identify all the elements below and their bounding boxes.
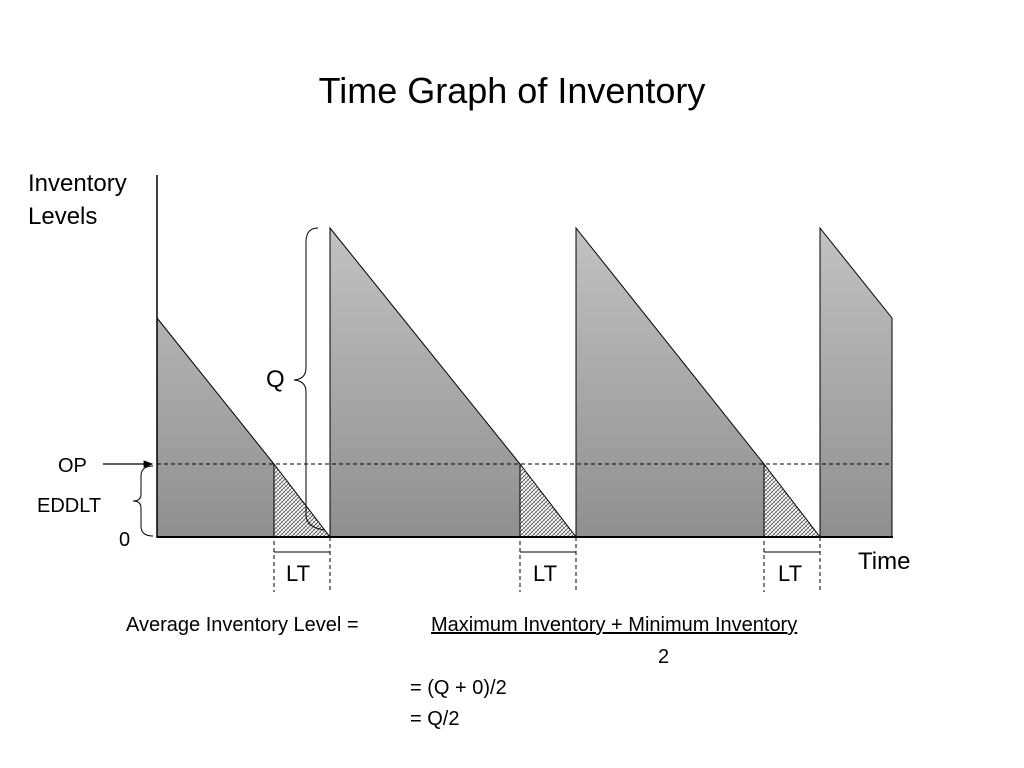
lead-time-label-2: LT xyxy=(533,561,557,586)
lead-time-markers xyxy=(273,464,821,592)
lead-time-label-1: LT xyxy=(286,561,310,586)
y-axis-label-line1: Inventory xyxy=(28,170,127,197)
diagram-title: Time Graph of Inventory xyxy=(318,70,706,111)
q-brace xyxy=(293,227,325,531)
formula-step-1: = (Q + 0)/2 xyxy=(410,677,507,699)
inventory-area-cycle-3 xyxy=(575,226,765,538)
eddlt-brace xyxy=(132,465,154,537)
lead-time-triangle-3 xyxy=(763,462,822,538)
q-label: Q xyxy=(266,366,285,393)
inventory-area-cycle-2 xyxy=(329,226,521,538)
eddlt-label: EDDLT xyxy=(37,495,101,517)
inventory-area-cycle-1 xyxy=(156,316,275,538)
op-label: OP xyxy=(58,455,87,477)
zero-label: 0 xyxy=(119,529,130,551)
lead-time-triangle-1 xyxy=(273,462,332,538)
inventory-area-cycle-4 xyxy=(819,226,893,538)
lead-time-label-3: LT xyxy=(778,561,802,586)
formula-step-2: = Q/2 xyxy=(410,708,460,730)
formula-denominator: 2 xyxy=(658,646,670,668)
x-axis-label: Time xyxy=(858,548,910,575)
lead-time-triangle-2 xyxy=(519,462,578,538)
formula-numerator: Maximum Inventory + Minimum Inventory xyxy=(431,614,798,636)
formula-lhs: Average Inventory Level = xyxy=(126,614,359,636)
y-axis-label-line2: Levels xyxy=(28,203,98,230)
